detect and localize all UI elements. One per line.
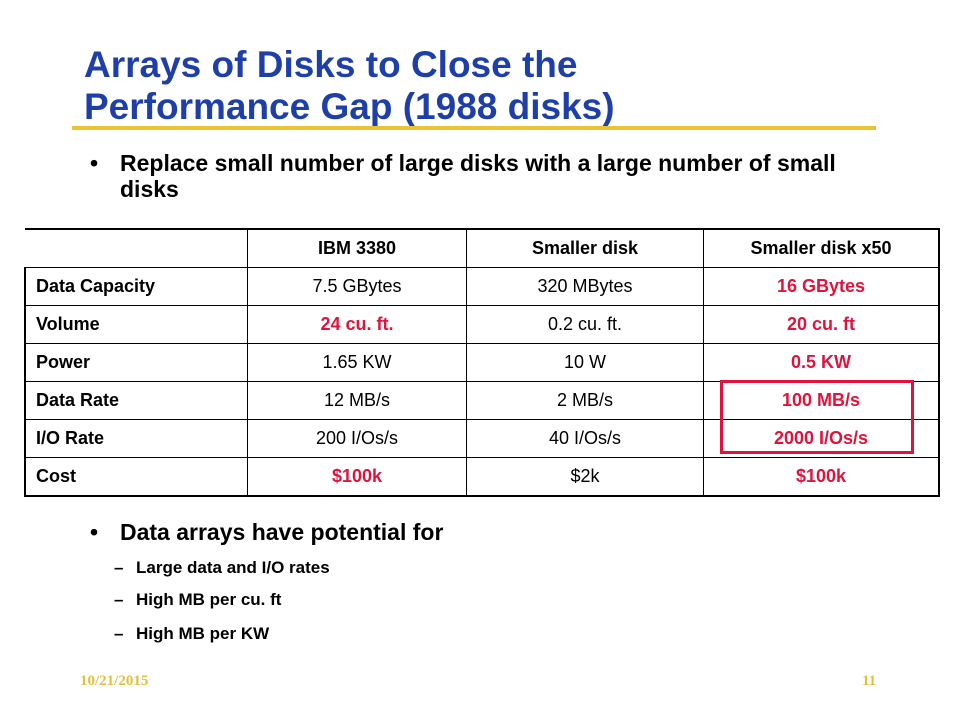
table-row: Volume 24 cu. ft. 0.2 cu. ft. 20 cu. ft [24, 305, 940, 344]
bullet-dot-icon: • [90, 519, 99, 545]
table-cell: 0.2 cu. ft. [466, 305, 704, 344]
sub-bullet-text: High MB per KW [136, 624, 270, 643]
rate-highlight-box [720, 380, 914, 454]
row-label-io-rate: I/O Rate [24, 419, 248, 458]
slide-title-line-1: Arrays of Disks to Close the [84, 44, 578, 85]
header-smaller-disk-x50: Smaller disk x50 [703, 228, 940, 268]
table-cell: $100k [703, 457, 940, 497]
table-corner-cell [25, 228, 248, 268]
slide-title-line-2: Performance Gap (1988 disks) [84, 86, 615, 127]
table-cell: $2k [466, 457, 704, 497]
table-cell: 7.5 GBytes [247, 267, 467, 306]
bullet-data-arrays: • Data arrays have potential for [90, 519, 880, 545]
bullet-text: Replace small number of large disks with… [120, 150, 836, 202]
row-label-power: Power [24, 343, 248, 382]
dash-icon: – [114, 558, 124, 577]
header-ibm-3380: IBM 3380 [247, 228, 467, 268]
table-row: Data Rate 12 MB/s 2 MB/s 100 MB/s [24, 381, 940, 420]
title-underline [72, 126, 876, 130]
table-cell: 320 MBytes [466, 267, 704, 306]
table-cell: 1.65 KW [247, 343, 467, 382]
table-row: I/O Rate 200 I/Os/s 40 I/Os/s 2000 I/Os/… [24, 419, 940, 458]
table-cell: 16 GBytes [703, 267, 940, 306]
footer-page-number: 11 [862, 673, 877, 689]
table-cell: 24 cu. ft. [247, 305, 467, 344]
table-row: Data Capacity 7.5 GBytes 320 MBytes 16 G… [24, 267, 940, 306]
row-label-data-rate: Data Rate [24, 381, 248, 420]
table-cell: 40 I/Os/s [466, 419, 704, 458]
table-cell: 10 W [466, 343, 704, 382]
table-header-row: IBM 3380 Smaller disk Smaller disk x50 [25, 228, 940, 268]
table-cell: 12 MB/s [247, 381, 467, 420]
footer-date: 10/21/2015 [80, 673, 149, 689]
table-row: Cost $100k $2k $100k [24, 457, 940, 497]
table-cell: 2 MB/s [466, 381, 704, 420]
row-label-volume: Volume [24, 305, 248, 344]
bullet-text: Data arrays have potential for [120, 519, 444, 545]
table-cell: $100k [247, 457, 467, 497]
sub-bullet-mb-per-cuft: – High MB per cu. ft [114, 590, 282, 610]
bullet-dot-icon: • [90, 150, 99, 176]
header-smaller-disk: Smaller disk [466, 228, 704, 268]
dash-icon: – [114, 624, 124, 643]
table-cell: 0.5 KW [703, 343, 940, 382]
sub-bullet-large-rates: – Large data and I/O rates [114, 558, 330, 578]
bullet-replace-disks: • Replace small number of large disks wi… [90, 150, 880, 202]
sub-bullet-text: Large data and I/O rates [136, 558, 330, 577]
slide-title: Arrays of Disks to Close the Performance… [84, 44, 615, 128]
table-cell: 20 cu. ft [703, 305, 940, 344]
sub-bullet-text: High MB per cu. ft [136, 590, 282, 609]
row-label-data-capacity: Data Capacity [24, 267, 248, 306]
sub-bullet-mb-per-kw: – High MB per KW [114, 624, 270, 644]
dash-icon: – [114, 590, 124, 609]
table-cell: 200 I/Os/s [247, 419, 467, 458]
disk-comparison-table: IBM 3380 Smaller disk Smaller disk x50 D… [24, 228, 940, 497]
table-row: Power 1.65 KW 10 W 0.5 KW [24, 343, 940, 382]
row-label-cost: Cost [24, 457, 248, 497]
